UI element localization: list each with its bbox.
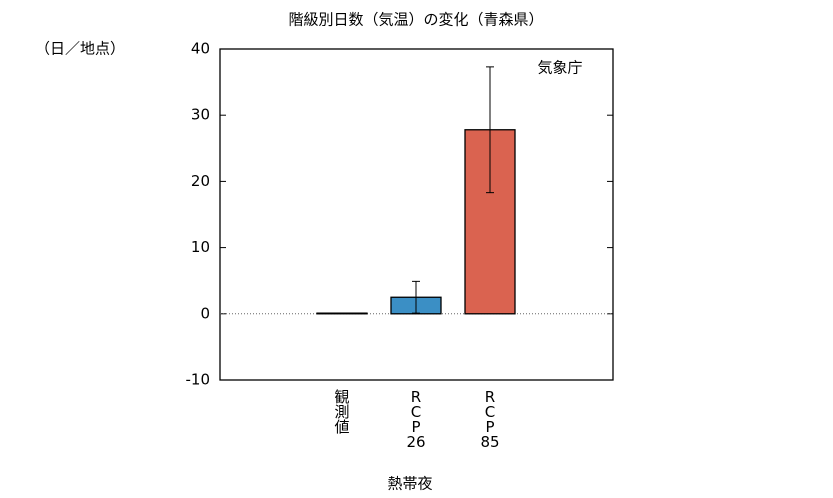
error-bar	[412, 280, 420, 314]
chart-title: 階級別日数（気温）の変化（青森県）	[288, 11, 543, 29]
x-tick-label: R C P 85	[480, 388, 499, 451]
bar	[316, 312, 368, 315]
y-tick-label: 10	[191, 238, 210, 256]
y-tick-label: 30	[191, 106, 210, 124]
y-tick-label: 0	[200, 304, 210, 322]
y-tick-label: 40	[191, 40, 210, 58]
x-axis-label: 熱帯夜	[387, 475, 432, 493]
x-tick-label: R C P 26	[406, 388, 425, 451]
plot-frame	[219, 48, 614, 381]
error-bar	[486, 66, 494, 194]
annotation: 気象庁	[537, 59, 582, 77]
x-tick-label: 観測値	[334, 388, 349, 436]
y-unit: （日／地点）	[35, 40, 125, 58]
y-tick-label: 20	[191, 172, 210, 190]
y-tick-label: -10	[186, 371, 211, 389]
